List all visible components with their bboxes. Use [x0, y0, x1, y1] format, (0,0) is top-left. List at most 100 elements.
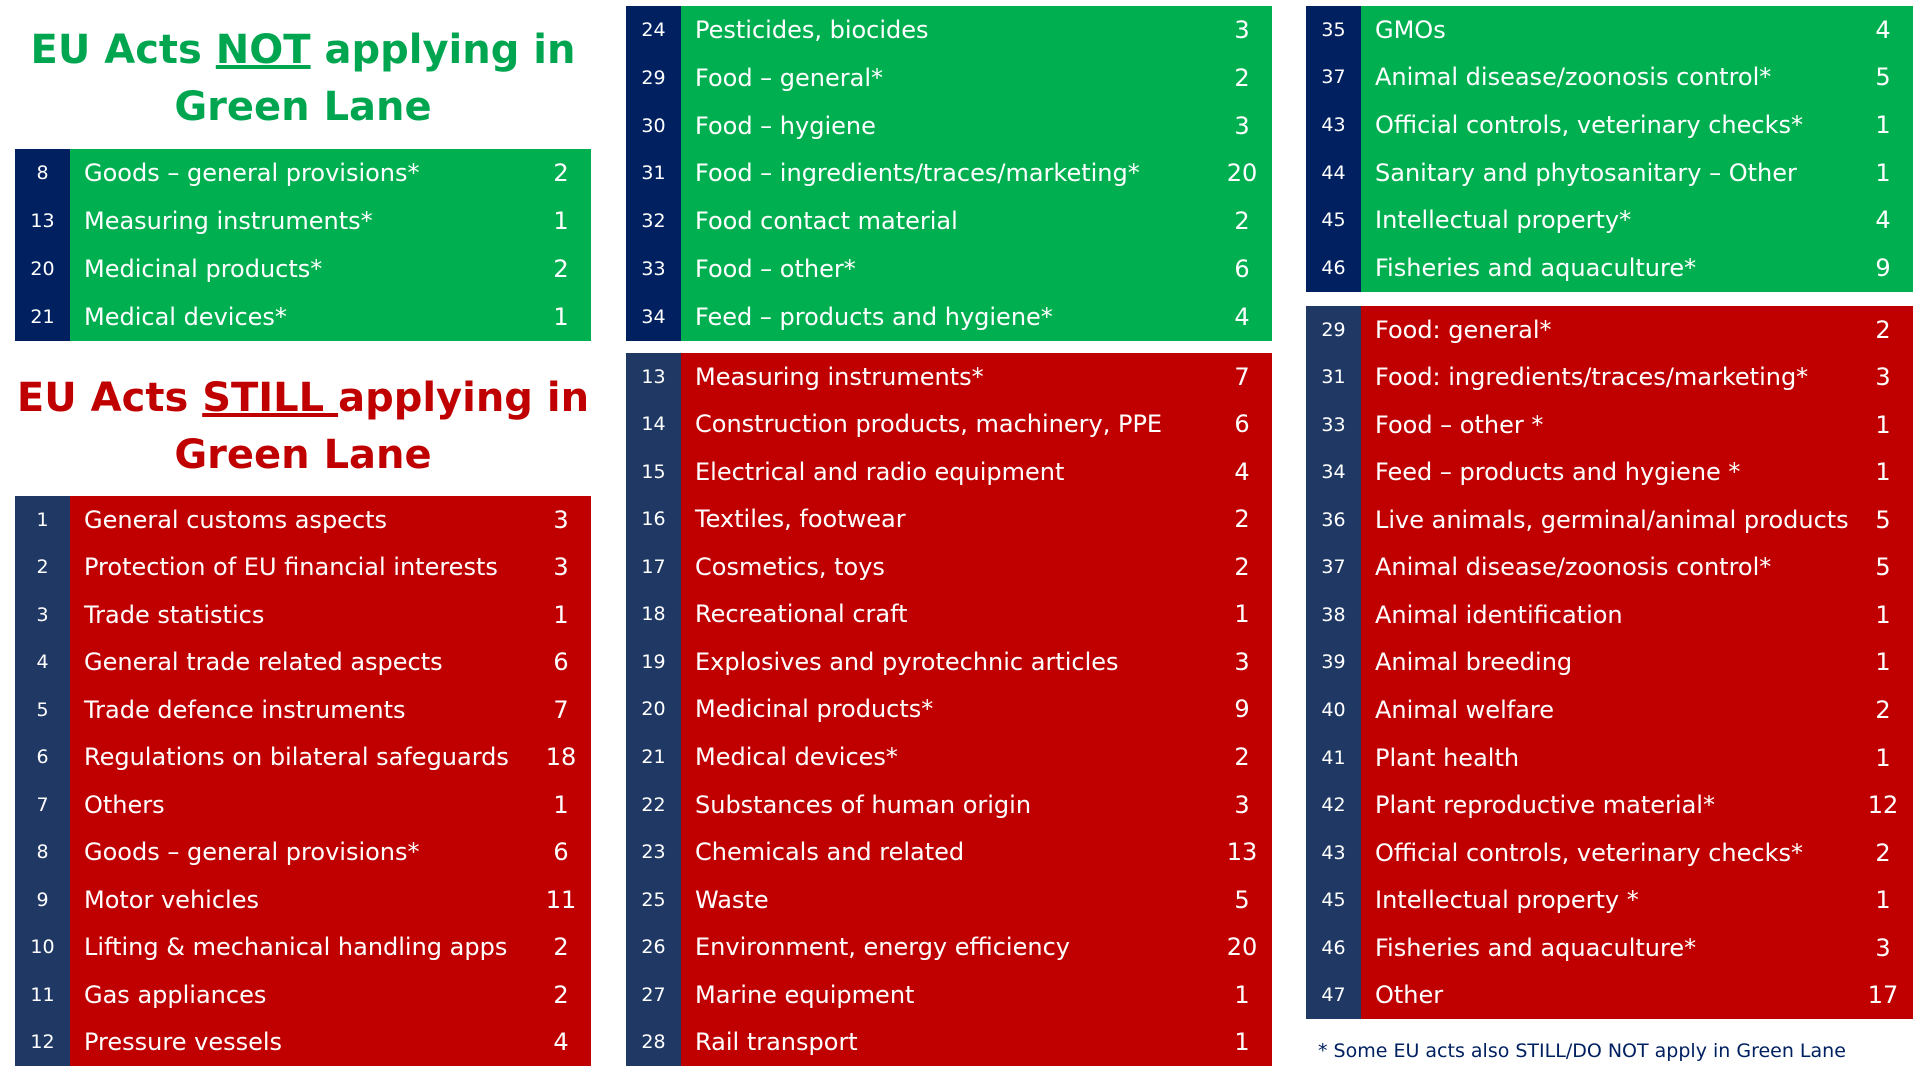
table-row: 29 Food: general* 2 [1306, 306, 1913, 354]
table-row: 45 Intellectual property* 4 [1306, 196, 1913, 245]
act-count: 1 [1853, 149, 1913, 197]
act-count: 2 [1853, 828, 1913, 877]
act-count: 20 [1212, 149, 1272, 198]
act-count: 5 [1853, 496, 1913, 544]
chapter-name: Medical devices* [681, 733, 1212, 781]
title-part: applying in [310, 27, 576, 73]
act-count: 2 [1212, 543, 1272, 591]
chapter-number: 21 [15, 293, 70, 341]
chapter-name: Measuring instruments* [681, 353, 1212, 401]
chapter-number: 26 [626, 923, 681, 971]
table-row: 43 Official controls, veterinary checks* 1 [1306, 101, 1913, 149]
chapter-number: 37 [1306, 543, 1361, 592]
table-row: 46 Fisheries and aquaculture* 3 [1306, 923, 1913, 972]
footnote: * Some EU acts also STILL/DO NOT apply i… [1318, 1040, 1846, 1062]
table-row: 28 Rail transport 1 [626, 1018, 1272, 1066]
table-row: 27 Marine equipment 1 [626, 970, 1272, 1019]
chapter-number: 9 [15, 876, 70, 924]
act-count: 3 [1212, 6, 1272, 54]
act-count: 13 [1212, 828, 1272, 876]
table-row: 9 Motor vehicles 11 [15, 876, 591, 924]
chapter-number: 34 [626, 293, 681, 341]
chapter-number: 25 [626, 875, 681, 924]
chapter-name: Plant health [1361, 733, 1853, 782]
act-count: 2 [531, 149, 591, 197]
chapter-number: 27 [626, 970, 681, 1019]
table: 13 Measuring instruments* 7 14 Construction … [626, 353, 1272, 1066]
chapter-name: Official controls, veterinary checks* [1361, 828, 1853, 877]
chapter-name: Animal breeding [1361, 638, 1853, 687]
chapter-number: 21 [626, 733, 681, 781]
title-emphasis: NOT [215, 27, 311, 73]
table-row: 20 Medicinal products* 2 [15, 245, 591, 293]
table-row: 26 Environment, energy efficiency 20 [626, 923, 1272, 971]
chapter-number: 23 [626, 828, 681, 876]
act-count: 6 [531, 638, 591, 686]
table-row: 29 Food – general* 2 [626, 53, 1272, 102]
chapter-name: Feed – products and hygiene * [1361, 448, 1853, 497]
chapter-number: 10 [15, 923, 70, 971]
chapter-name: Sanitary and phytosanitary – Other [1361, 149, 1853, 197]
chapter-number: 4 [15, 638, 70, 686]
chapter-name: Animal disease/zoonosis control* [1361, 53, 1853, 102]
table-row: 39 Animal breeding 1 [1306, 638, 1913, 687]
act-count: 2 [1212, 495, 1272, 544]
table-row: 19 Explosives and pyrotechnic articles 3 [626, 638, 1272, 686]
act-count: 4 [1212, 448, 1272, 496]
act-count: 2 [1212, 53, 1272, 102]
chapter-number: 3 [15, 591, 70, 639]
act-count: 1 [1853, 101, 1913, 149]
chapter-name: Animal disease/zoonosis control* [1361, 543, 1853, 592]
chapter-number: 24 [626, 6, 681, 54]
chapter-name: Lifting & mechanical handling apps [70, 923, 531, 971]
table-row: 16 Textiles, footwear 2 [626, 495, 1272, 544]
table-row: 15 Electrical and radio equipment 4 [626, 448, 1272, 496]
table-row: 4 General trade related aspects 6 [15, 638, 591, 686]
table-row: 2 Protection of EU financial interests 3 [15, 543, 591, 591]
title-still: EU Acts STILL applying in Green Lane [15, 370, 591, 484]
act-count: 3 [1853, 923, 1913, 972]
table-row: 10 Lifting & mechanical handling apps 2 [15, 923, 591, 971]
act-count: 1 [531, 293, 591, 341]
chapter-name: Regulations on bilateral safeguards [70, 733, 531, 781]
act-count: 17 [1853, 971, 1913, 1019]
chapter-name: Recreational craft [681, 590, 1212, 639]
chapter-number: 20 [626, 685, 681, 734]
table-row: 11 Gas appliances 2 [15, 971, 591, 1019]
act-count: 1 [1212, 1018, 1272, 1066]
act-count: 5 [1853, 53, 1913, 102]
table-row: 12 Pressure vessels 4 [15, 1018, 591, 1066]
title-emphasis: STILL [202, 375, 339, 421]
table-row: 14 Construction products, machinery, PPE 6 [626, 400, 1272, 449]
table-row: 31 Food: ingredients/traces/marketing* 3 [1306, 353, 1913, 402]
act-count: 1 [1853, 448, 1913, 497]
chapter-name: Food – other* [681, 245, 1212, 294]
chapter-number: 8 [15, 149, 70, 197]
act-count: 12 [1853, 781, 1913, 829]
act-count: 3 [1212, 780, 1272, 829]
chapter-name: Electrical and radio equipment [681, 448, 1212, 496]
chapter-name: Trade statistics [70, 591, 531, 639]
chapter-name: Intellectual property * [1361, 876, 1853, 924]
act-count: 2 [1212, 733, 1272, 781]
chapter-number: 42 [1306, 781, 1361, 829]
act-count: 1 [531, 781, 591, 829]
chapter-name: Food – hygiene [681, 101, 1212, 150]
act-count: 4 [1853, 6, 1913, 54]
chapter-name: Feed – products and hygiene* [681, 293, 1212, 341]
table: 35 GMOs 4 37 Animal disease/zoonosis control… [1306, 6, 1913, 292]
chapter-number: 31 [626, 149, 681, 198]
chapter-number: 39 [1306, 638, 1361, 687]
table-row: 40 Animal welfare 2 [1306, 686, 1913, 734]
chapter-number: 33 [626, 245, 681, 294]
table-row: 34 Feed – products and hygiene * 1 [1306, 448, 1913, 497]
table-row: 31 Food – ingredients/traces/marketing* 20 [626, 149, 1272, 198]
chapter-number: 12 [15, 1018, 70, 1066]
act-count: 4 [531, 1018, 591, 1066]
table-row: 24 Pesticides, biocides 3 [626, 6, 1272, 54]
chapter-name: Textiles, footwear [681, 495, 1212, 544]
table-row: 33 Food – other* 6 [626, 245, 1272, 294]
act-count: 6 [531, 828, 591, 876]
chapter-name: Fisheries and aquaculture* [1361, 244, 1853, 292]
chapter-name: Goods – general provisions* [70, 828, 531, 876]
